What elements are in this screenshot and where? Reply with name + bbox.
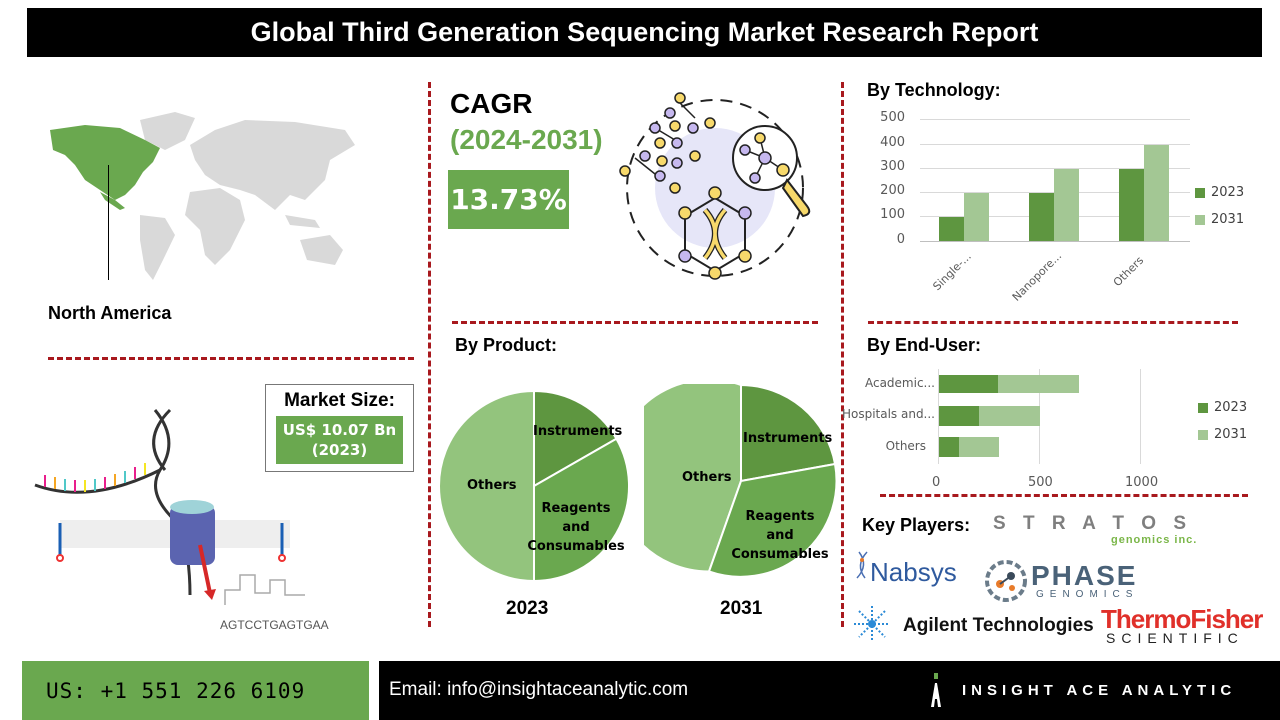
y-tick: 500 xyxy=(880,110,905,125)
logo-phase-sub: GENOMICS xyxy=(1036,589,1139,600)
pie-2023 xyxy=(438,389,630,583)
logo-thermofisher-sub: SCIENTIFIC xyxy=(1106,630,1244,646)
market-size-value: US$ 10.07 Bn (2023) xyxy=(276,416,403,464)
cagr-period: (2024-2031) xyxy=(450,124,603,155)
divider-horizontal-right-bottom xyxy=(880,494,1248,497)
pie-2023-label-reagents: Reagents and Consumables xyxy=(527,501,625,554)
pie-2031-year: 2031 xyxy=(720,598,763,619)
market-size-year: (2023) xyxy=(311,441,368,459)
footer-brand: INSIGHT ACE ANALYTIC xyxy=(962,682,1237,699)
region-label: North America xyxy=(48,303,172,323)
y-tick: Hospitals and... xyxy=(841,407,935,421)
bar-academic-2023 xyxy=(939,375,998,393)
phase-genomics-icon xyxy=(985,560,1027,602)
pie-2023-year: 2023 xyxy=(506,598,549,619)
bar-nanopore-2023 xyxy=(1029,193,1054,241)
report-title: Global Third Generation Sequencing Marke… xyxy=(27,8,1262,57)
pie-2031-label-reagents: Reagents and Consumables xyxy=(731,509,829,562)
legend-2023: 2023 xyxy=(1195,185,1244,200)
x-tick: 1000 xyxy=(1125,475,1159,490)
bar-single-2031 xyxy=(964,193,989,241)
logo-stratos: S T R A T O S xyxy=(993,513,1193,534)
y-tick: Academic... xyxy=(864,376,935,390)
x-tick: Single-... xyxy=(930,249,974,294)
end-user-bar-chart: Academic... Hospitals and... Others 0 50… xyxy=(840,365,1260,495)
logo-stratos-sub: genomics inc. xyxy=(1111,534,1198,546)
by-product-title: By Product: xyxy=(455,335,558,355)
nabsys-dna-icon xyxy=(853,550,873,580)
pie-2023-label-others: Others xyxy=(467,478,517,493)
bar-nanopore-2031 xyxy=(1054,169,1079,241)
dna-sequence-label: AGTCCTGAGTGAA xyxy=(220,618,329,632)
y-tick: 300 xyxy=(880,159,905,174)
legend-2031: 2031 xyxy=(1198,427,1247,442)
bar-others-2031 xyxy=(959,437,999,457)
cagr-value: 13.73% xyxy=(448,170,569,229)
logo-phase: PHASE xyxy=(1031,560,1138,591)
divider-horizontal-right-top xyxy=(868,321,1238,324)
x-tick: Others xyxy=(1110,253,1147,290)
x-tick: 500 xyxy=(1028,475,1053,490)
divider-vertical-left xyxy=(428,82,431,627)
market-size-card: Market Size: US$ 10.07 Bn (2023) xyxy=(265,384,414,472)
dna-nanopore-icon xyxy=(34,408,305,605)
by-technology-title: By Technology: xyxy=(867,80,1001,100)
y-tick: 100 xyxy=(880,207,905,222)
bar-hospitals-2031 xyxy=(979,406,1040,426)
bar-academic-2031 xyxy=(998,375,1079,393)
cagr-label: CAGR xyxy=(450,88,533,119)
pie-2031 xyxy=(612,378,838,578)
x-tick: 0 xyxy=(932,475,941,490)
divider-horizontal-mid xyxy=(452,321,818,324)
market-size-amount: US$ 10.07 Bn xyxy=(282,421,397,439)
bar-hospitals-2023 xyxy=(939,406,979,426)
region-pointer-line xyxy=(108,165,109,280)
world-map-icon xyxy=(50,112,355,280)
legend-2031: 2031 xyxy=(1195,212,1244,227)
bar-others-2031 xyxy=(1144,145,1169,241)
y-tick: Others xyxy=(885,439,926,453)
logo-nabsys: Nabsys xyxy=(870,557,957,587)
bar-others-2023 xyxy=(1119,169,1144,241)
nanopore-illustration xyxy=(30,395,350,635)
genomics-illustration xyxy=(615,88,815,283)
technology-bar-chart: 500 400 300 200 100 0 Single-... Nanopor… xyxy=(860,110,1260,310)
agilent-spark-icon xyxy=(852,604,892,644)
footer-phone[interactable]: US: +1 551 226 6109 xyxy=(22,661,369,720)
logo-thermofisher: ThermoFisher xyxy=(1101,604,1263,634)
bar-others-2023 xyxy=(939,437,959,457)
footer-bar: Email: info@insightaceanalytic.com INSIG… xyxy=(379,661,1280,720)
by-end-user-title: By End-User: xyxy=(867,335,982,355)
y-tick: 0 xyxy=(896,232,905,247)
world-map xyxy=(45,100,360,290)
y-tick: 400 xyxy=(880,135,905,150)
divider-horizontal-left xyxy=(48,357,414,360)
pie-2031-label-instruments: Instruments xyxy=(743,431,833,446)
market-size-label: Market Size: xyxy=(284,390,395,411)
x-tick: Nanopore... xyxy=(1009,249,1065,304)
divider-vertical-right xyxy=(841,82,844,627)
key-players-title: Key Players: xyxy=(862,515,971,535)
dna-magnifier-icon xyxy=(619,92,811,280)
pie-2023-label-instruments: Instruments xyxy=(533,424,623,439)
legend-2023: 2023 xyxy=(1198,400,1247,415)
insightace-logo-icon xyxy=(929,673,943,707)
y-tick: 200 xyxy=(880,183,905,198)
footer-email[interactable]: Email: info@insightaceanalytic.com xyxy=(389,679,689,700)
logo-agilent: Agilent Technologies xyxy=(903,615,1094,636)
pie-2031-label-others: Others xyxy=(682,470,732,485)
bar-single-2023 xyxy=(939,217,964,241)
